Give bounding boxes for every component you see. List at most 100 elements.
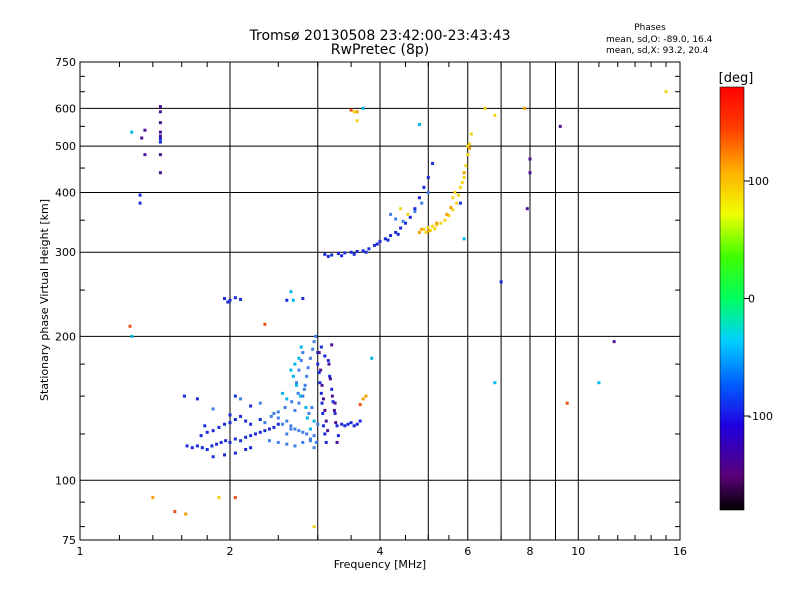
data-point xyxy=(296,391,300,395)
x-tick-label: 10 xyxy=(571,545,585,558)
data-point xyxy=(327,362,331,366)
data-point xyxy=(373,243,377,247)
data-point xyxy=(289,290,293,294)
data-point xyxy=(310,405,314,409)
data-point xyxy=(285,397,289,401)
x-tick-label: 16 xyxy=(673,545,687,558)
data-point xyxy=(316,362,320,366)
data-point xyxy=(281,422,285,426)
data-point xyxy=(457,193,461,197)
y-axis-label: Stationary phase Virtual Height [km] xyxy=(38,199,51,401)
data-point xyxy=(466,144,470,148)
data-point xyxy=(233,394,237,398)
data-point xyxy=(195,397,199,401)
data-point xyxy=(223,453,227,457)
data-point xyxy=(323,354,327,358)
data-point xyxy=(301,440,305,444)
data-point xyxy=(349,250,353,254)
data-point xyxy=(324,419,328,423)
data-point xyxy=(249,446,253,450)
data-point xyxy=(383,237,387,241)
data-point xyxy=(244,419,248,423)
colorbar xyxy=(719,86,745,511)
data-point xyxy=(258,430,262,434)
data-point xyxy=(464,164,468,168)
data-point xyxy=(276,422,280,426)
data-point xyxy=(306,366,310,370)
data-point xyxy=(355,422,359,426)
data-point xyxy=(293,444,297,448)
data-point xyxy=(333,411,337,415)
data-point xyxy=(299,345,303,349)
stats-header: Phases xyxy=(634,23,666,33)
data-point xyxy=(219,440,223,444)
data-point xyxy=(297,429,301,433)
data-point xyxy=(308,439,312,443)
data-point xyxy=(330,253,334,257)
data-point xyxy=(334,421,338,425)
colorbar-tick-label: 100 xyxy=(748,175,769,188)
data-point xyxy=(455,201,459,205)
data-point xyxy=(295,381,299,385)
data-point xyxy=(312,434,316,438)
data-point xyxy=(326,254,330,258)
data-point xyxy=(558,124,562,128)
data-point xyxy=(258,418,262,422)
data-point xyxy=(389,212,393,216)
data-point xyxy=(308,437,312,441)
data-point xyxy=(326,429,330,433)
data-point xyxy=(314,440,318,444)
data-point xyxy=(458,185,462,189)
data-point xyxy=(528,171,532,175)
data-point xyxy=(311,347,315,351)
data-point xyxy=(453,190,457,194)
data-point xyxy=(276,440,280,444)
data-point xyxy=(343,424,347,428)
data-point xyxy=(323,252,327,256)
data-point xyxy=(289,368,293,372)
data-point xyxy=(308,427,312,431)
data-point xyxy=(420,201,424,205)
data-point xyxy=(182,394,186,398)
data-point xyxy=(330,387,334,391)
data-point xyxy=(210,444,214,448)
data-point xyxy=(349,108,353,112)
data-point xyxy=(565,401,569,405)
data-point xyxy=(451,208,455,212)
data-point xyxy=(239,397,243,401)
data-point xyxy=(403,221,407,225)
data-point xyxy=(367,247,371,251)
data-point xyxy=(211,429,215,433)
data-point xyxy=(316,422,320,426)
data-point xyxy=(184,512,188,516)
y-tick-label: 400 xyxy=(55,186,76,199)
data-point xyxy=(173,510,177,514)
data-point xyxy=(303,383,307,387)
x-tick-label: 8 xyxy=(527,545,534,558)
data-point xyxy=(361,106,365,110)
data-point xyxy=(361,249,365,253)
data-point xyxy=(289,427,293,431)
data-point xyxy=(283,405,287,409)
data-point xyxy=(228,440,232,444)
data-point xyxy=(399,226,403,230)
data-point xyxy=(195,444,199,448)
data-point xyxy=(355,250,359,254)
data-point xyxy=(493,381,497,385)
data-point xyxy=(211,455,215,459)
data-point xyxy=(458,201,462,205)
x-tick-label: 6 xyxy=(464,545,471,558)
y-tick-label: 100 xyxy=(55,474,76,487)
data-point xyxy=(312,446,316,450)
data-point xyxy=(435,223,439,227)
data-point xyxy=(301,351,305,355)
data-point xyxy=(597,381,601,385)
data-point xyxy=(158,130,162,134)
data-point xyxy=(158,121,162,125)
data-point xyxy=(290,400,294,404)
data-point xyxy=(305,432,309,436)
data-point xyxy=(312,340,316,344)
data-point xyxy=(158,140,162,144)
data-point xyxy=(355,110,359,114)
